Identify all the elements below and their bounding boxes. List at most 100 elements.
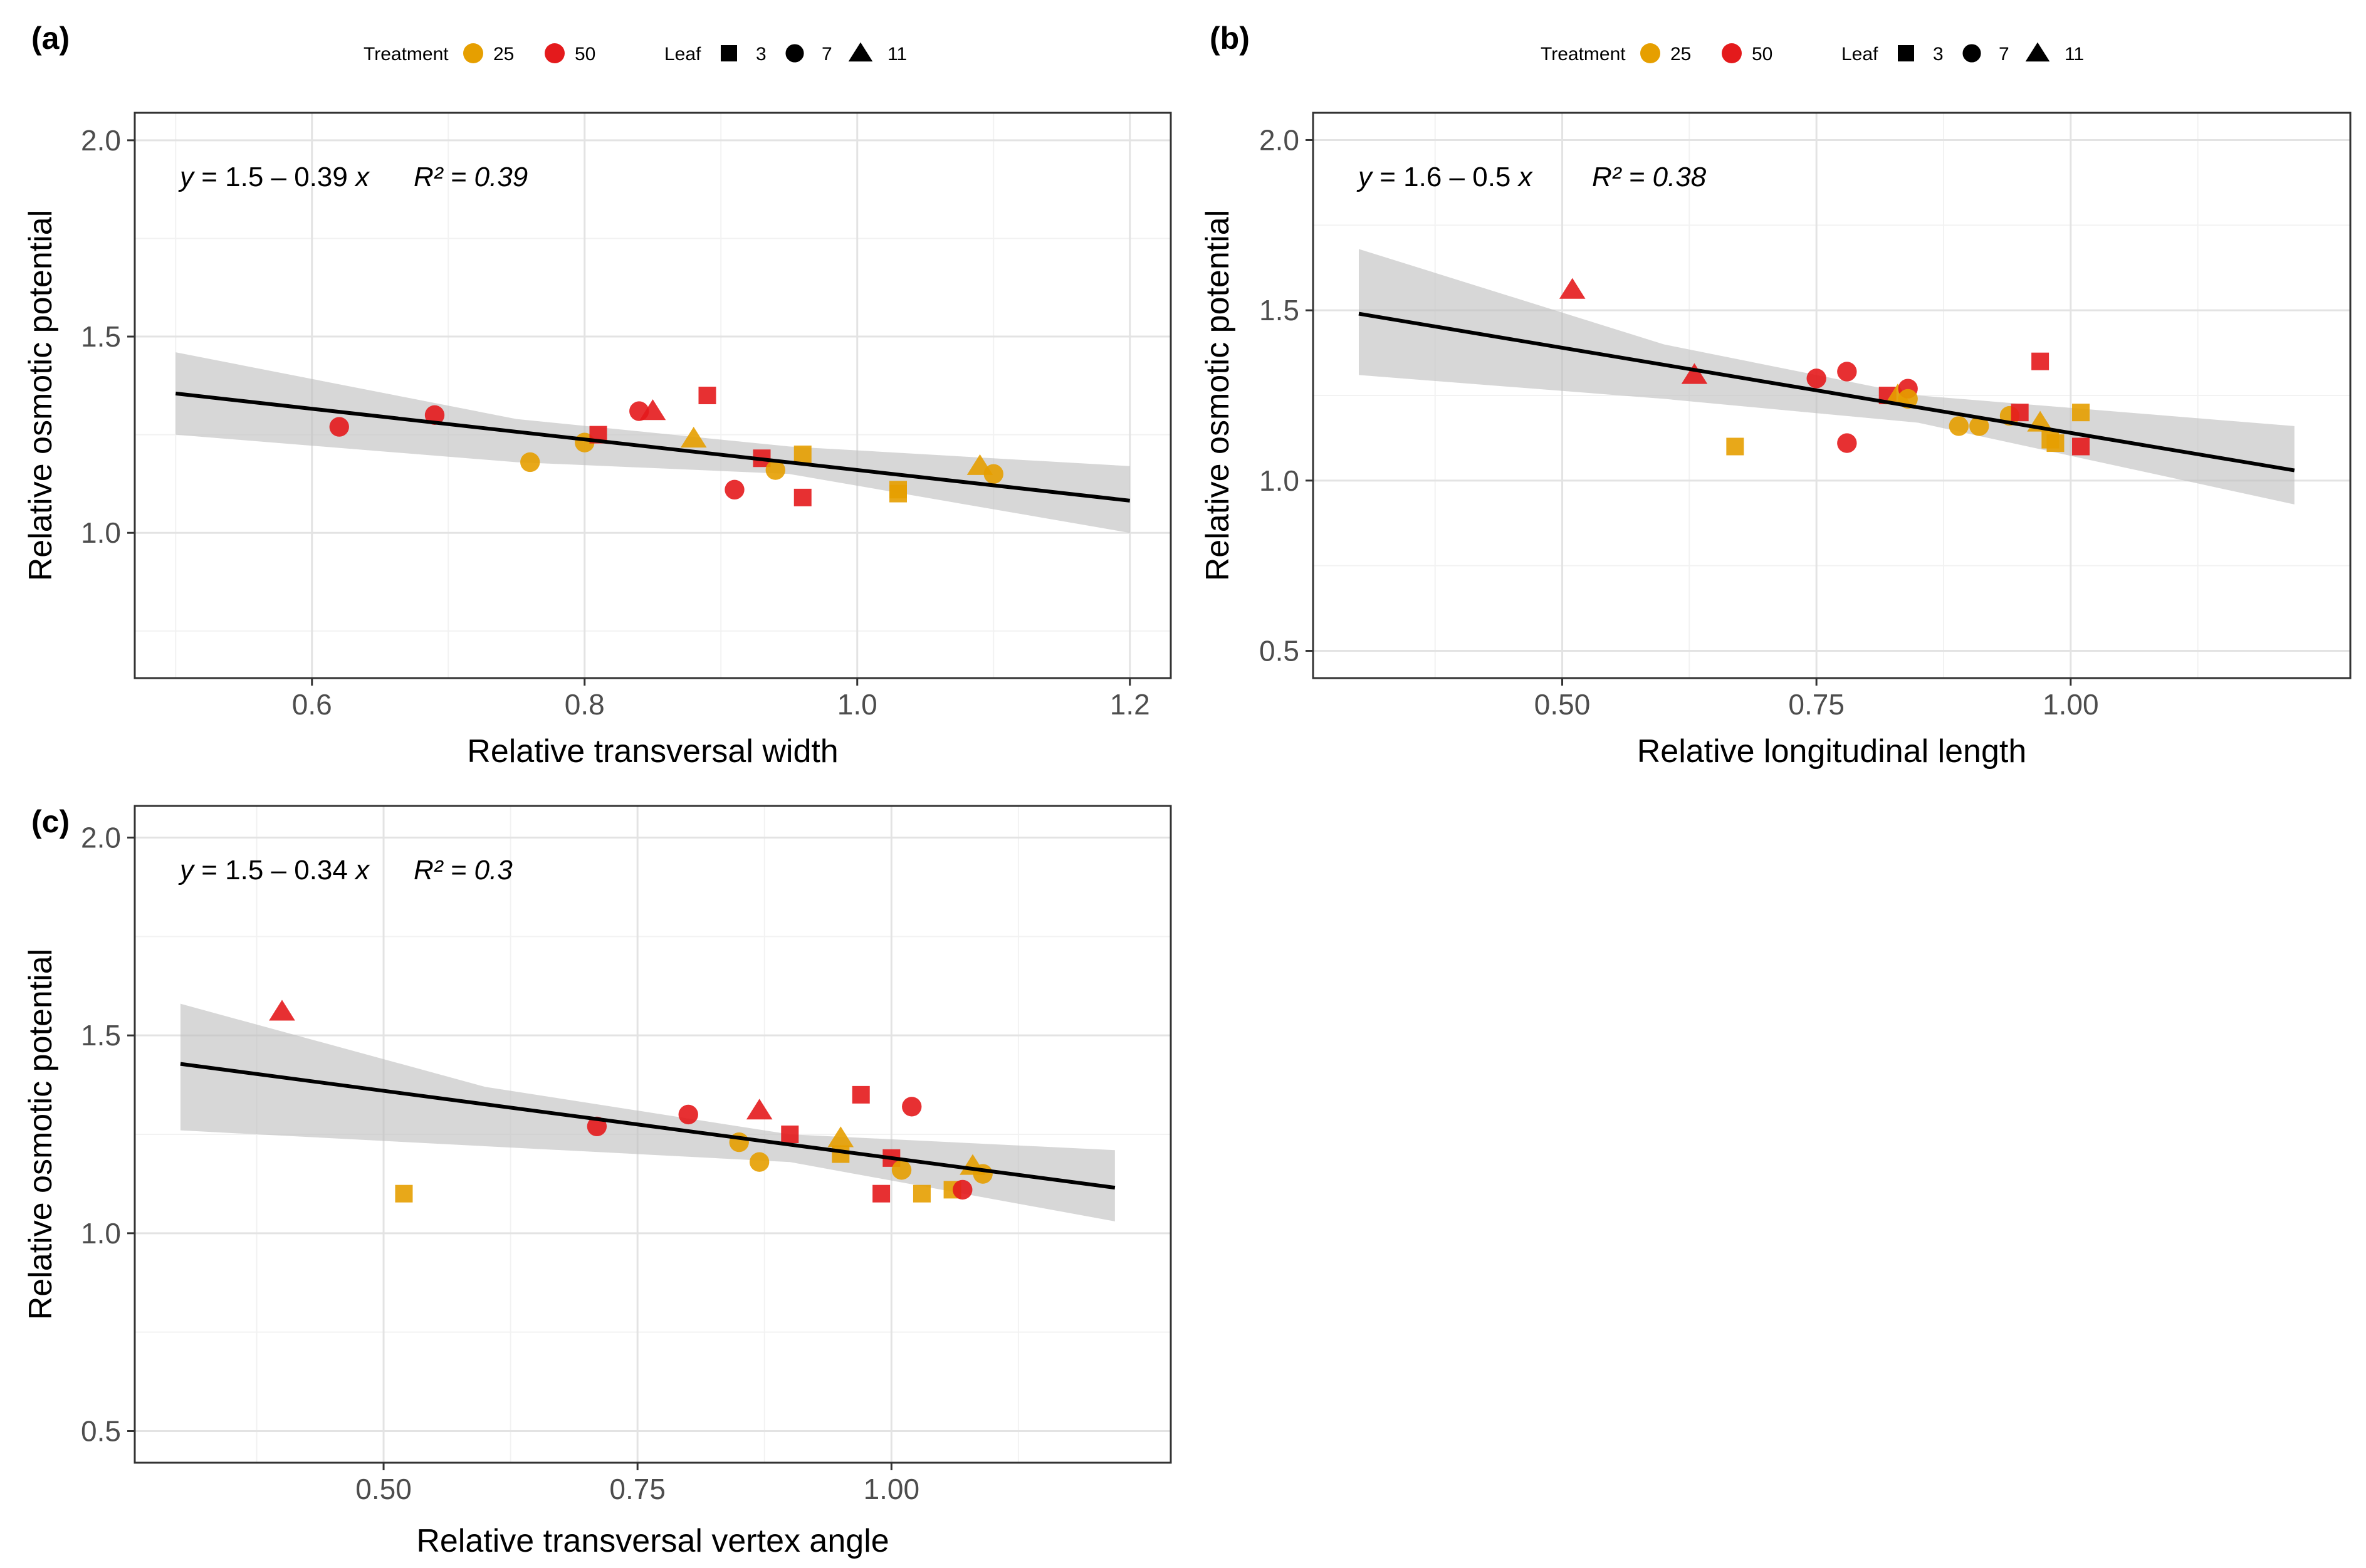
y-tick-label: 1.0	[81, 1217, 121, 1250]
data-point	[953, 1179, 973, 1200]
r-squared-label: R² = 0.3	[414, 855, 513, 886]
data-point	[1726, 437, 1744, 456]
data-point	[1969, 416, 1989, 436]
legend-treatment-swatch	[1722, 43, 1742, 63]
panel-label: (a)	[31, 21, 70, 56]
data-point	[2072, 404, 2090, 422]
data-point	[913, 1184, 931, 1203]
r-squared-label: R² = 0.38	[1592, 162, 1707, 192]
panel-label: (c)	[31, 804, 70, 839]
y-tick-label: 1.5	[81, 320, 121, 353]
data-point	[781, 1126, 799, 1143]
data-point	[793, 445, 812, 463]
panel-label: (b)	[1210, 21, 1250, 56]
chart-panel: 0.6 0.8 1.0 1.2 1.0 1.5 2.0 Relative transversa…	[23, 21, 1172, 770]
chart-panel: 0.50 0.75 1.00 0.5 1.0 1.5 2.0 Relative longitu…	[1200, 21, 2352, 770]
data-point	[1806, 368, 1826, 389]
legend-treatment-swatch	[545, 43, 565, 63]
legend-leaf-title: Leaf	[664, 44, 701, 65]
legend-leaf-swatch	[1962, 44, 1981, 63]
legend: Treatment 25 50 Leaf 3 7 11	[1541, 42, 2084, 65]
x-tick-label: 0.50	[1534, 688, 1591, 721]
y-tick-label: 1.5	[81, 1019, 121, 1052]
y-tick-label: 1.0	[81, 516, 121, 549]
data-point	[395, 1184, 413, 1203]
plot-border	[133, 112, 1172, 679]
legend-treatment-label: 25	[1670, 44, 1691, 65]
data-point	[639, 399, 666, 421]
x-tick-label: 0.75	[609, 1473, 666, 1505]
legend-leaf-label: 7	[1999, 44, 2009, 65]
data-point	[889, 484, 907, 503]
legend-leaf-label: 7	[822, 44, 832, 65]
legend-treatment-title: Treatment	[1541, 44, 1626, 65]
data-point	[680, 427, 707, 448]
x-tick-label: 0.8	[565, 688, 605, 721]
data-point	[2031, 352, 2049, 370]
data-point	[746, 1099, 773, 1120]
y-tick-label: 1.0	[1259, 464, 1299, 497]
data-point	[2011, 404, 2029, 422]
data-point	[329, 417, 349, 437]
legend-leaf-swatch	[848, 42, 873, 62]
data-point	[1559, 278, 1586, 299]
y-tick-label: 2.0	[81, 124, 121, 157]
data-point	[269, 1000, 295, 1021]
regression-equation: y = 1.6 – 0.5 x	[1356, 162, 1534, 192]
data-point	[424, 405, 445, 425]
legend-leaf-swatch	[1898, 45, 1914, 61]
data-point	[678, 1104, 698, 1125]
y-axis-title: Relative osmotic potential	[23, 949, 59, 1320]
legend-leaf-swatch	[785, 44, 804, 63]
x-tick-label: 1.0	[837, 688, 877, 721]
y-tick-label: 1.5	[1259, 294, 1299, 327]
regression-equation: y = 1.5 – 0.39 x	[178, 162, 370, 192]
regression-line	[1358, 311, 2295, 473]
x-tick-label: 0.75	[1788, 688, 1845, 721]
legend: Treatment 25 50 Leaf 3 7 11	[364, 42, 907, 65]
plot-border	[1312, 112, 2352, 679]
x-axis-title: Relative transversal vertex angle	[416, 1523, 889, 1559]
y-tick-label: 0.5	[1259, 635, 1299, 667]
data-point	[832, 1145, 850, 1163]
x-tick-label: 0.6	[292, 688, 332, 721]
regression-line	[175, 391, 1131, 503]
data-point	[1681, 363, 1708, 384]
x-axis-title: Relative transversal width	[467, 733, 838, 770]
legend-treatment-title: Treatment	[364, 44, 449, 65]
y-tick-label: 0.5	[81, 1414, 121, 1447]
confidence-band	[180, 1003, 1115, 1221]
data-point	[793, 488, 812, 506]
data-point	[827, 1126, 854, 1147]
x-tick-label: 0.50	[355, 1473, 412, 1505]
legend-treatment-swatch	[463, 43, 483, 63]
data-point	[2046, 434, 2065, 452]
data-point	[749, 1152, 770, 1172]
legend-treatment-label: 50	[575, 44, 595, 65]
legend-leaf-label: 3	[756, 44, 767, 65]
plot-border	[133, 805, 1172, 1464]
data-point	[725, 479, 745, 500]
data-point	[2072, 437, 2090, 456]
legend-treatment-swatch	[1640, 43, 1660, 63]
r-squared-label: R² = 0.39	[414, 162, 528, 192]
y-axis-title: Relative osmotic potential	[1200, 210, 1236, 582]
data-point	[902, 1097, 922, 1117]
data-point	[698, 387, 716, 404]
data-point	[1949, 416, 1969, 436]
legend-treatment-label: 50	[1752, 44, 1772, 65]
data-point	[852, 1085, 870, 1104]
y-tick-label: 2.0	[81, 822, 121, 854]
x-axis-title: Relative longitudinal length	[1637, 733, 2027, 770]
legend-leaf-swatch	[2025, 42, 2050, 62]
data-point	[891, 1160, 912, 1180]
data-point	[765, 460, 785, 480]
legend-treatment-label: 25	[493, 44, 514, 65]
legend-leaf-label: 11	[887, 44, 907, 65]
data-point	[520, 452, 540, 473]
legend-leaf-label: 11	[2065, 44, 2084, 65]
legend-leaf-label: 3	[1933, 44, 1944, 65]
y-axis-title: Relative osmotic potential	[23, 210, 59, 582]
legend-leaf-title: Leaf	[1841, 44, 1878, 65]
